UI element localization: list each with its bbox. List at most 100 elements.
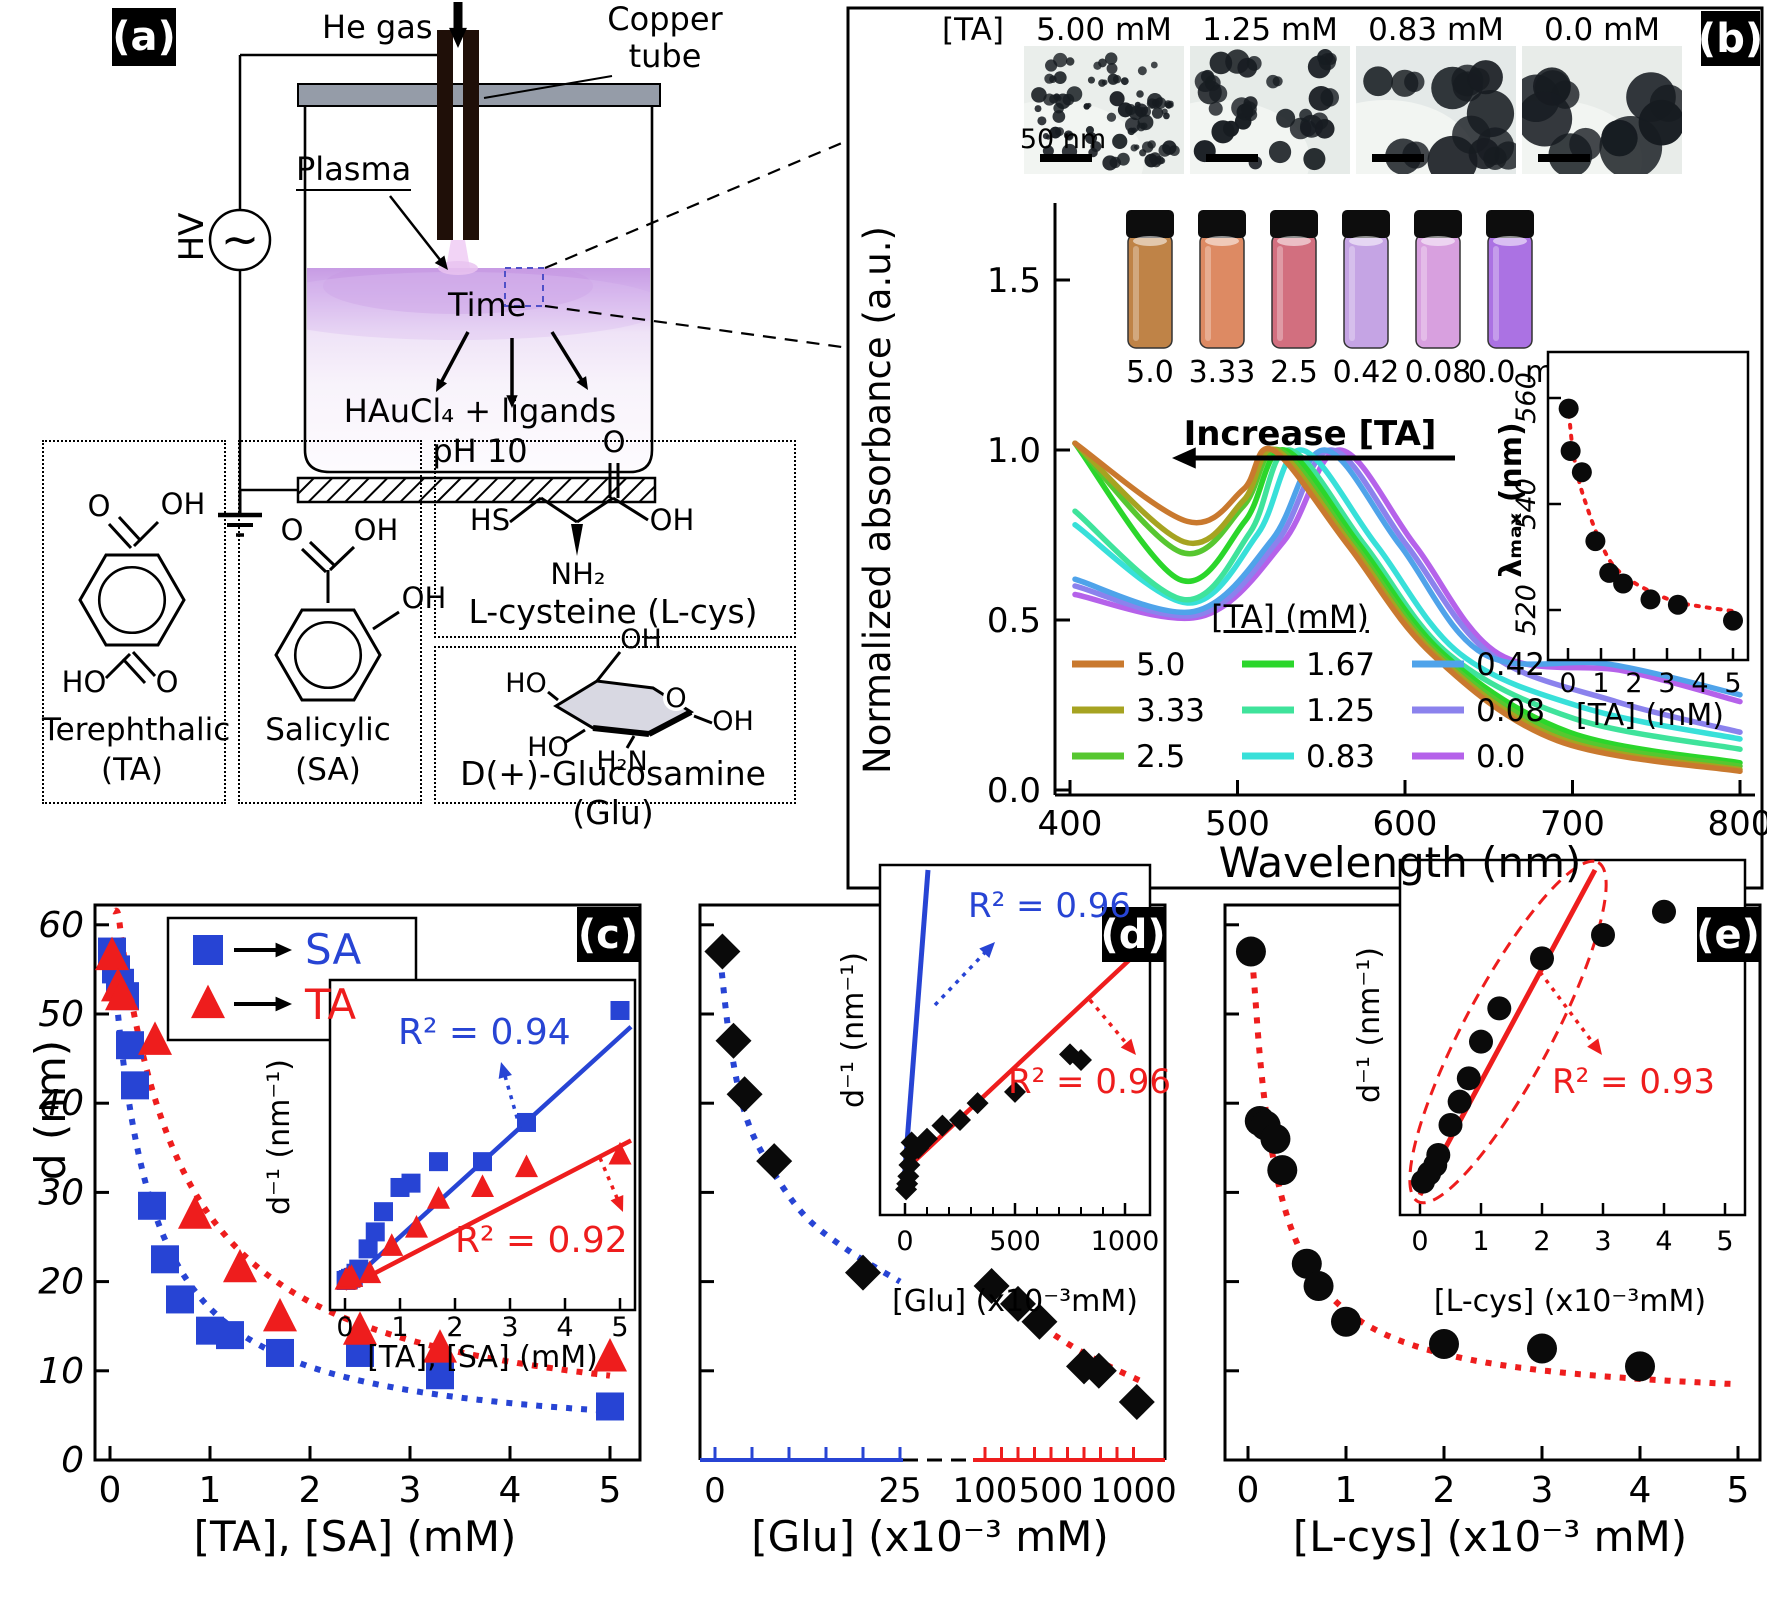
svg-text:1: 1 — [391, 1312, 408, 1343]
svg-text:1: 1 — [199, 1470, 222, 1511]
liquid-glow — [307, 268, 650, 340]
svg-text:0.0: 0.0 — [1476, 739, 1525, 775]
panel-e-chart: 0 1 2 3 4 5 — [1223, 903, 1762, 1511]
tem-image-1 — [1024, 46, 1184, 174]
svg-text:HS: HS — [470, 503, 510, 537]
svg-text:1.5: 1.5 — [987, 261, 1041, 301]
svg-text:100: 100 — [953, 1471, 1018, 1511]
molecule-box-ta — [42, 440, 226, 804]
e-inset-chart: 0 1 2 3 4 5 — [1398, 858, 1747, 1257]
svg-text:0.08: 0.08 — [1405, 355, 1472, 390]
svg-text:0: 0 — [99, 1470, 122, 1511]
svg-text:1000: 1000 — [1090, 1471, 1177, 1511]
svg-text:4: 4 — [556, 1312, 573, 1343]
svg-text:HO: HO — [527, 732, 569, 763]
svg-text:0.08: 0.08 — [1476, 693, 1545, 729]
c-inset-chart: 0 1 2 3 4 5 — [328, 978, 637, 1343]
svg-text:700: 700 — [1540, 804, 1605, 844]
svg-text:2: 2 — [299, 1470, 322, 1511]
svg-text:2.5: 2.5 — [1136, 739, 1185, 775]
svg-text:HO: HO — [505, 668, 547, 699]
svg-text:5.0: 5.0 — [1136, 647, 1185, 683]
svg-text:3: 3 — [1594, 1226, 1611, 1257]
svg-text:520: 520 — [1511, 584, 1542, 636]
svg-text:2: 2 — [1533, 1226, 1550, 1257]
svg-text:10: 10 — [38, 1351, 84, 1392]
svg-text:O: O — [88, 489, 111, 523]
svg-text:O: O — [156, 665, 179, 699]
panel-a-label: (a) — [112, 8, 176, 66]
tem-image-2 — [1190, 46, 1350, 174]
svg-text:1.25: 1.25 — [1306, 693, 1375, 729]
svg-text:3: 3 — [399, 1470, 422, 1511]
svg-text:400: 400 — [1038, 804, 1103, 844]
svg-text:5: 5 — [599, 1470, 622, 1511]
svg-text:500: 500 — [1019, 1471, 1084, 1511]
svg-text:H₂N: H₂N — [596, 746, 647, 777]
molecule-box-glu — [434, 646, 796, 804]
svg-text:40: 40 — [38, 1083, 84, 1124]
svg-text:25: 25 — [878, 1471, 921, 1511]
svg-text:0.42: 0.42 — [1333, 355, 1400, 390]
svg-text:2: 2 — [1433, 1470, 1456, 1511]
svg-text:20: 20 — [38, 1262, 84, 1303]
svg-text:30: 30 — [38, 1172, 84, 1213]
svg-text:0: 0 — [336, 1312, 353, 1343]
molecule-box-lcys — [434, 440, 796, 638]
tem-image-3 — [1356, 46, 1516, 174]
svg-text:50: 50 — [38, 994, 84, 1035]
svg-text:OH: OH — [620, 624, 662, 655]
svg-text:OH: OH — [650, 503, 695, 537]
b-inset-chart: 520 540 560 0 1 2 3 4 5 — [1511, 350, 1750, 699]
svg-text:O: O — [665, 683, 686, 714]
svg-text:0: 0 — [704, 1471, 726, 1511]
svg-text:OH: OH — [402, 581, 447, 615]
svg-text:0: 0 — [1411, 1226, 1428, 1257]
svg-text:OH: OH — [354, 513, 399, 547]
svg-text:5: 5 — [1724, 668, 1741, 699]
svg-text:5: 5 — [1716, 1226, 1733, 1257]
svg-text:HO: HO — [62, 665, 107, 699]
svg-text:4: 4 — [1655, 1226, 1672, 1257]
svg-text:0.0: 0.0 — [987, 771, 1041, 811]
svg-text:0.83: 0.83 — [1306, 739, 1375, 775]
svg-text:0.5: 0.5 — [987, 601, 1041, 641]
molecule-box-sa — [238, 440, 422, 804]
spectra-legend: 5.0 3.33 2.5 1.67 1.25 0.83 0.42 0.08 0.0 — [1072, 647, 1545, 775]
svg-text:O: O — [281, 513, 304, 547]
svg-text:50 nm: 50 nm — [1020, 124, 1106, 155]
svg-text:O: O — [603, 425, 626, 459]
panel-b: 50 nm — [846, 6, 1764, 890]
panel-d-label: (d) — [1100, 907, 1166, 962]
svg-text:OH: OH — [712, 706, 754, 737]
svg-text:5: 5 — [611, 1312, 628, 1343]
svg-text:1.0: 1.0 — [987, 431, 1041, 471]
svg-text:3: 3 — [1658, 668, 1675, 699]
svg-text:1000: 1000 — [1091, 1226, 1160, 1257]
svg-text:60: 60 — [38, 905, 84, 946]
svg-text:4: 4 — [1691, 668, 1708, 699]
panel-e-label: (e) — [1696, 907, 1760, 962]
svg-text:600: 600 — [1373, 804, 1438, 844]
vials: 5.0 3.33 2.5 0.42 0.080.0 mM — [1126, 210, 1580, 390]
svg-text:0.42: 0.42 — [1476, 647, 1545, 683]
panel-c-label: (c) — [577, 907, 639, 962]
svg-text:0: 0 — [1559, 668, 1576, 699]
svg-text:3.33: 3.33 — [1189, 355, 1256, 390]
svg-text:5: 5 — [1727, 1470, 1750, 1511]
svg-text:2: 2 — [1625, 668, 1642, 699]
svg-text:5.0: 5.0 — [1126, 355, 1174, 390]
apparatus-schematic: ~ — [208, 2, 850, 537]
svg-text:0: 0 — [1237, 1470, 1260, 1511]
svg-text:3: 3 — [1531, 1470, 1554, 1511]
svg-text:4: 4 — [1629, 1470, 1652, 1511]
svg-text:3.33: 3.33 — [1136, 693, 1205, 729]
svg-text:OH: OH — [161, 487, 206, 521]
svg-text:500: 500 — [1205, 804, 1270, 844]
svg-text:NH₂: NH₂ — [550, 557, 605, 591]
svg-text:~: ~ — [221, 212, 260, 266]
svg-text:0: 0 — [61, 1440, 84, 1481]
svg-text:800: 800 — [1708, 804, 1767, 844]
